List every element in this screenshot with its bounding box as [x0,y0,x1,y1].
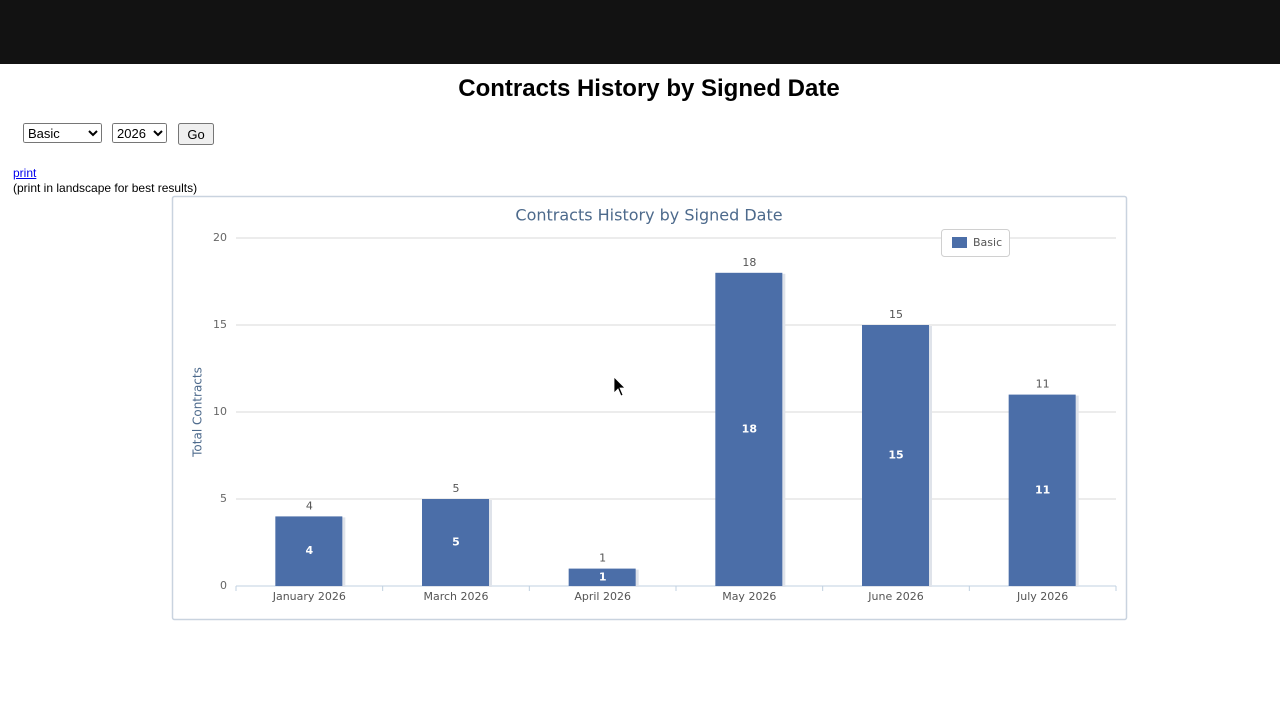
bar [568,568,636,586]
data-label: 15 [889,308,903,321]
inner-data-label: 1 [599,570,607,583]
data-label: 5 [453,482,460,495]
mouse-cursor [613,376,626,397]
go-button[interactable]: Go [178,123,214,145]
inner-data-label: 5 [452,536,460,549]
data-label: 18 [742,256,756,269]
inner-data-label: 18 [742,422,757,435]
legend-label: Basic [973,236,1002,249]
x-tick-label: June 2026 [867,590,923,603]
data-label: 1 [599,552,606,565]
x-tick-label: March 2026 [423,590,488,603]
x-tick-label: July 2026 [1016,590,1068,603]
top-bar [0,0,1280,64]
x-tick-label: May 2026 [722,590,776,603]
type-select[interactable]: Basic [23,123,102,143]
print-link[interactable]: print [13,166,37,180]
legend-box [941,229,1010,257]
x-tick-label: April 2026 [574,590,631,603]
chart-title: Contracts History by Signed Date [515,206,782,225]
data-label: 11 [1036,378,1050,391]
inner-data-label: 4 [306,544,314,557]
inner-data-label: 11 [1035,483,1050,496]
y-tick-label: 10 [213,405,227,418]
print-note: (print in landscape for best results) [13,181,198,195]
y-tick-label: 15 [213,318,227,331]
y-tick-label: 0 [220,579,227,592]
bar [1008,394,1076,586]
data-label: 4 [306,499,313,512]
bar [275,516,343,586]
inner-data-label: 15 [888,449,903,462]
legend-swatch [952,237,967,248]
page-title: Contracts History by Signed Date [458,75,840,102]
y-axis-label: Total Contracts [191,367,205,458]
bar [862,325,929,586]
bar [715,272,783,586]
bar [422,499,489,586]
year-select[interactable]: 2026 [112,123,167,143]
y-tick-label: 5 [220,492,227,505]
y-tick-label: 20 [213,231,227,244]
x-tick-label: January 2026 [272,590,346,603]
